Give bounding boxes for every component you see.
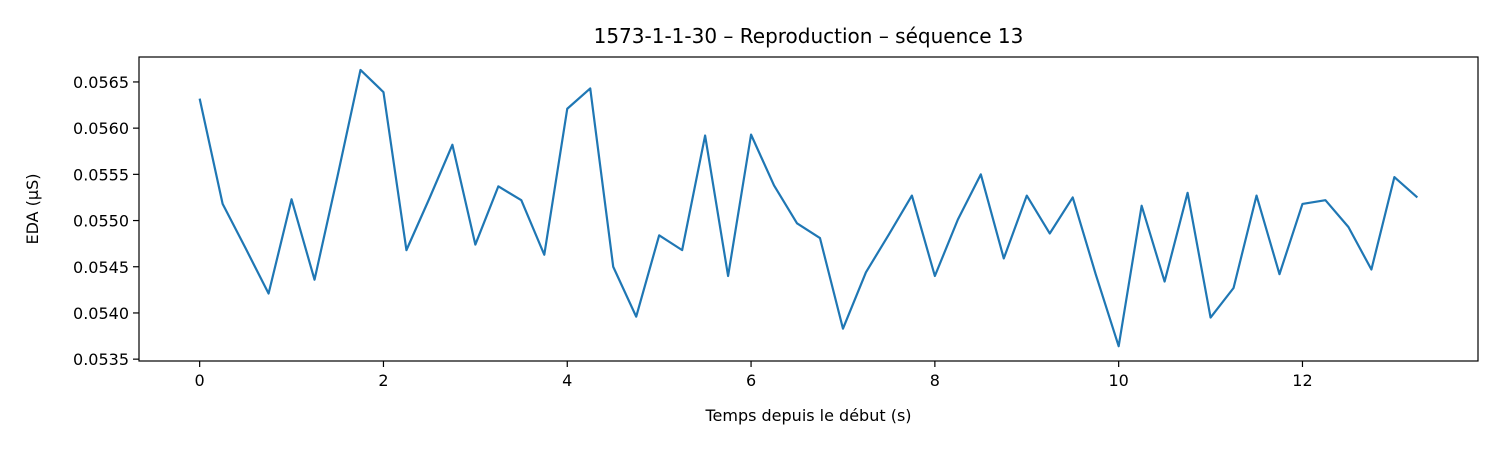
x-tick-label: 2: [378, 371, 388, 390]
plot-frame: [138, 56, 1479, 362]
y-axis: 0.0535 0.0540 0.0545 0.0550 0.0555 0.0560 0.05…: [73, 73, 139, 369]
y-tick-label: 0.0555: [73, 165, 129, 184]
y-axis-label: EDA (µS): [23, 174, 42, 245]
x-axis: 0 2 4 6 8 10 12: [195, 361, 1313, 390]
x-tick-label: 4: [562, 371, 572, 390]
y-tick-label: 0.0535: [73, 350, 129, 369]
chart-title: 1573-1-1-30 – Reproduction – séquence 13: [594, 24, 1024, 48]
y-tick-label: 0.0550: [73, 212, 129, 231]
y-tick-label: 0.0565: [73, 73, 129, 92]
x-tick-label: 6: [746, 371, 756, 390]
x-tick-label: 8: [930, 371, 940, 390]
x-tick-label: 0: [195, 371, 205, 390]
y-tick-label: 0.0545: [73, 258, 129, 277]
x-axis-label: Temps depuis le début (s): [704, 406, 911, 425]
x-tick-label: 12: [1292, 371, 1312, 390]
plot-area: [198, 68, 1419, 348]
x-tick-label: 10: [1108, 371, 1128, 390]
eda-series-line: [198, 68, 1419, 348]
y-tick-label: 0.0560: [73, 119, 129, 138]
y-tick-label: 0.0540: [73, 304, 129, 323]
